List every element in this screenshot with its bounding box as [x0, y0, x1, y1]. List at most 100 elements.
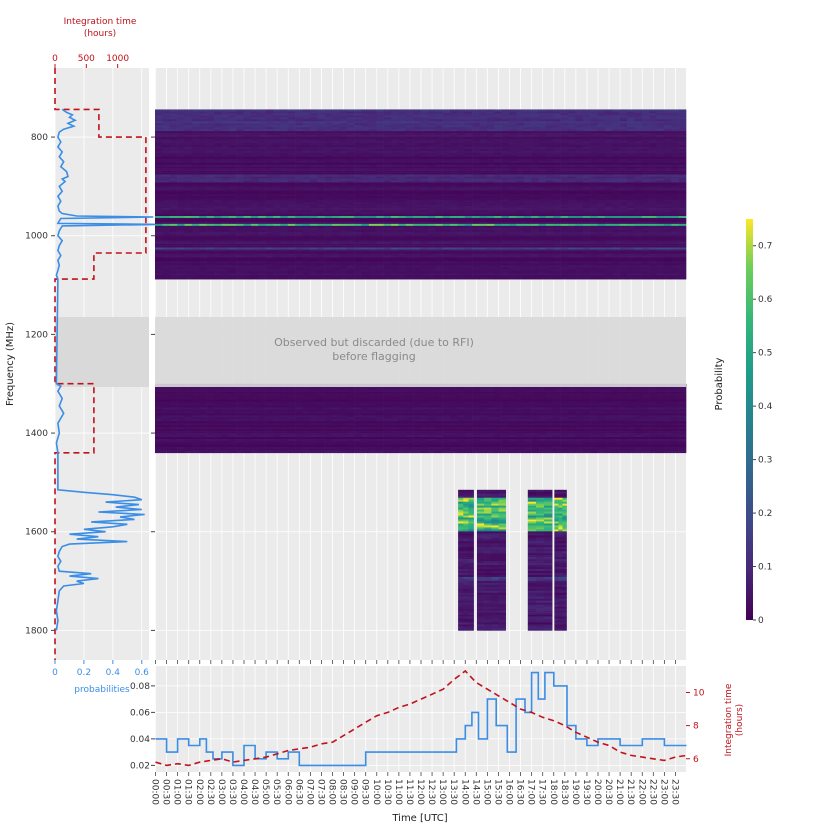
heatmap-cell [649, 196, 657, 199]
heatmap-cell [287, 144, 296, 148]
heatmap-cell [214, 188, 222, 191]
heatmap-cell [391, 225, 399, 229]
heatmap-cell [191, 200, 200, 203]
heatmap-cell [162, 142, 171, 146]
heatmap-cell [457, 109, 466, 112]
heatmap-cell [199, 160, 207, 164]
heatmap-cell [273, 180, 281, 183]
heatmap-cell [457, 156, 466, 160]
heatmap-cell [405, 225, 414, 229]
heatmap-cell [568, 202, 576, 205]
heatmap-cell [280, 208, 289, 211]
heatmap-cell [612, 119, 620, 122]
heatmap-cell [391, 123, 399, 126]
heatmap-cell [273, 139, 281, 142]
heatmap-cell [420, 133, 429, 136]
heatmap-cell [634, 210, 643, 213]
heatmap-cell [405, 208, 414, 211]
heatmap-cell [376, 168, 384, 171]
heatmap-cell [427, 172, 436, 175]
heatmap-cell [265, 217, 274, 221]
heatmap-cell [627, 111, 635, 114]
heatmap-cell [523, 216, 532, 219]
heatmap-cell [671, 168, 679, 171]
heatmap-cell [324, 192, 333, 195]
heatmap-cell [494, 233, 502, 237]
heatmap-cell [206, 239, 215, 242]
heatmap-cell [663, 239, 672, 242]
heatmap-cell [169, 231, 178, 235]
heatmap-cell [243, 123, 252, 126]
heatmap-cell [553, 166, 561, 169]
heatmap-cell [678, 131, 687, 134]
heatmap-cell [228, 212, 237, 215]
heatmap-cell [332, 219, 340, 223]
heatmap-cell [663, 174, 672, 177]
heatmap-cell [391, 231, 399, 235]
heatmap-cell [641, 135, 650, 138]
heatmap-cell [531, 178, 539, 181]
heatmap-cell [612, 123, 620, 126]
heatmap-cell [420, 135, 429, 138]
heatmap-cell [553, 217, 561, 221]
heatmap-cell [250, 164, 259, 167]
heatmap-cell [442, 241, 451, 244]
heatmap-cell [619, 172, 628, 175]
heatmap-cell [287, 227, 296, 231]
heatmap-cell [656, 225, 665, 229]
heatmap-cell [420, 200, 429, 203]
heatmap-cell [391, 237, 399, 240]
heatmap-cell [405, 142, 414, 146]
heatmap-cell [678, 217, 687, 221]
heatmap-cell [273, 196, 281, 199]
heatmap-cell [236, 137, 244, 140]
heatmap-cell [405, 166, 414, 169]
heatmap-cell [612, 176, 620, 179]
heatmap-cell [501, 188, 510, 191]
heatmap-cell [324, 216, 333, 219]
heatmap-cell [531, 123, 539, 126]
heatmap-cell [612, 133, 620, 136]
heatmap-cell [427, 182, 436, 185]
heatmap-cell [612, 219, 620, 223]
heatmap-cell [265, 219, 274, 223]
heatmap-cell [191, 237, 200, 240]
heatmap-cell [435, 146, 443, 150]
heatmap-cell [413, 125, 421, 128]
heatmap-cell [405, 117, 414, 120]
heatmap-cell [376, 186, 384, 189]
heatmap-cell [302, 186, 311, 189]
heatmap-cell [501, 216, 510, 219]
heatmap-cell [368, 144, 377, 148]
heatmap-cell [627, 204, 635, 207]
heatmap-cell [457, 202, 466, 205]
heatmap-cell [243, 160, 252, 164]
heatmap-cell [376, 135, 384, 138]
heatmap-cell [545, 146, 554, 150]
heatmap-cell [243, 117, 252, 120]
heatmap-cell [287, 184, 296, 187]
heatmap-cell [184, 198, 193, 201]
heatmap-cell [516, 152, 525, 156]
heatmap-cell [169, 202, 178, 205]
heatmap-cell [450, 121, 458, 124]
heatmap-cell [442, 113, 451, 116]
heatmap-cell [265, 109, 274, 112]
heatmap-cell [391, 129, 399, 132]
heatmap-cell [155, 160, 163, 164]
heatmap-cell [214, 158, 222, 162]
heatmap-cell [250, 225, 259, 229]
heatmap-cell [214, 129, 222, 132]
heatmap-cell [280, 229, 289, 233]
heatmap-cell [538, 231, 547, 235]
heatmap-cell [162, 150, 171, 154]
heatmap-cell [405, 216, 414, 219]
heatmap-cell [486, 217, 495, 221]
heatmap-cell [612, 235, 620, 239]
heatmap-cell [273, 210, 281, 213]
heatmap-cell [427, 150, 436, 154]
heatmap-cell [368, 241, 377, 244]
heatmap-cell [228, 186, 237, 189]
heatmap-cell [597, 241, 606, 244]
heatmap-cell [649, 176, 657, 179]
